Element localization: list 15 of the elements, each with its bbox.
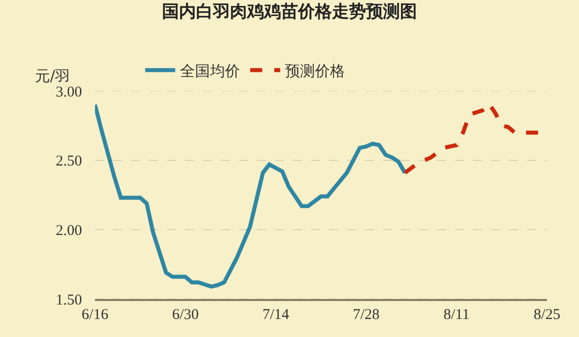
y-tick-label: 3.00	[56, 84, 82, 100]
line-series	[95, 102, 407, 289]
legend-label: 预测价格	[285, 62, 346, 80]
x-tick-label: 8/25	[534, 307, 560, 323]
x-tick-label: 8/11	[444, 307, 470, 323]
x-tick-label: 6/16	[82, 307, 109, 323]
x-tick-label: 7/14	[262, 307, 290, 323]
legend-label: 全国均价	[180, 62, 240, 80]
chart-title: 国内白羽肉鸡鸡苗价格走势预测图	[162, 2, 417, 22]
y-tick-label: 1.50	[56, 292, 82, 308]
x-tick-label: 6/30	[172, 307, 199, 323]
y-tick-label: 2.00	[56, 222, 82, 239]
y-tick-label: 2.50	[56, 154, 82, 170]
y-axis-title: 元/羽	[35, 67, 70, 85]
x-tick-label: 7/28	[352, 307, 380, 323]
